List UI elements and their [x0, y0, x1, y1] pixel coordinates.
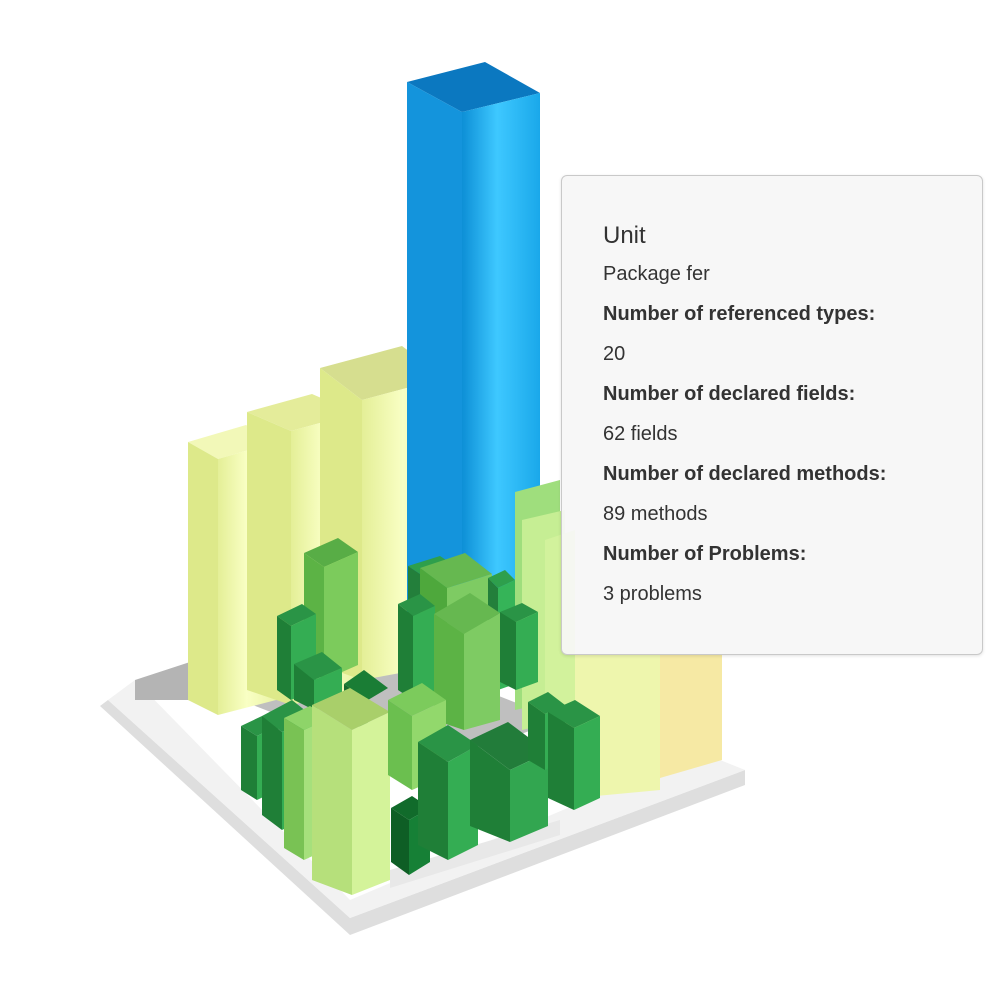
green-bar-front-7[interactable] [418, 725, 478, 860]
metric-value-problems: 3 problems [603, 583, 702, 605]
right-yellow-bar-2[interactable] [660, 655, 722, 778]
metric-value-declared-methods: 89 methods [603, 503, 708, 525]
metric-label-declared-fields: Number of declared fields: [603, 383, 856, 405]
tooltip-title: Unit [603, 222, 646, 249]
metric-value-referenced-types: 20 [603, 343, 626, 365]
green-bar-front-10[interactable] [548, 700, 600, 810]
green-bar-mid-3[interactable] [294, 652, 342, 710]
green-bar-mid-6[interactable] [500, 603, 538, 690]
tooltip: Unit Package fer Number of referenced ty… [561, 175, 983, 655]
green-bar-front-4[interactable] [312, 688, 390, 895]
metric-label-referenced-types: Number of referenced types: [603, 303, 876, 325]
metric-label-problems: Number of Problems: [603, 543, 807, 565]
metric-value-declared-fields: 62 fields [603, 423, 678, 445]
tooltip-subtitle: Package fer [603, 263, 710, 285]
metric-label-declared-methods: Number of declared methods: [603, 463, 887, 485]
green-bar-mid-4[interactable] [398, 594, 435, 700]
